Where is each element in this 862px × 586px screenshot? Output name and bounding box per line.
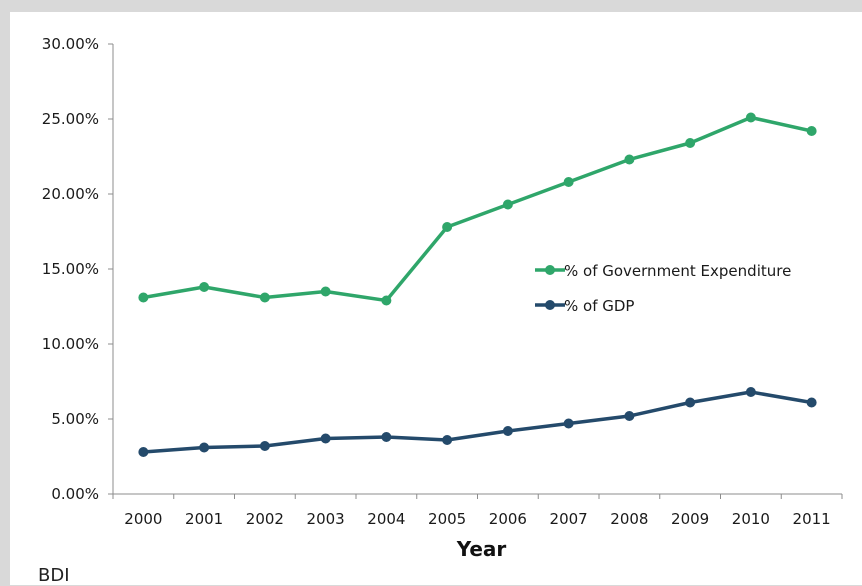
data-point bbox=[259, 441, 270, 451]
y-tick-label: 10.00% bbox=[42, 335, 99, 353]
x-axis-title: Year bbox=[456, 537, 507, 561]
legend-label: % of Government Expenditure bbox=[564, 262, 791, 280]
data-point bbox=[442, 435, 453, 445]
y-tick-label: 0.00% bbox=[51, 485, 99, 503]
x-tick-label: 2006 bbox=[489, 510, 527, 528]
x-tick-label: 2007 bbox=[550, 510, 588, 528]
x-tick-label: 2004 bbox=[367, 510, 405, 528]
x-tick-label: 2002 bbox=[246, 510, 284, 528]
data-point bbox=[685, 138, 696, 148]
x-tick-label: 2001 bbox=[185, 510, 223, 528]
data-point bbox=[624, 154, 635, 165]
data-point bbox=[502, 426, 513, 436]
data-point bbox=[381, 432, 392, 442]
x-tick-label: 2009 bbox=[671, 510, 709, 528]
y-tick-label: 20.00% bbox=[42, 185, 99, 203]
data-point bbox=[502, 199, 513, 210]
data-point bbox=[199, 282, 210, 292]
footer-label: BDI bbox=[38, 565, 70, 586]
y-tick-labels: 0.00% 5.00% 10.00% 15.00% 20.00% 25.00% 30.00% bbox=[42, 35, 113, 503]
data-point bbox=[745, 112, 756, 123]
data-point bbox=[806, 126, 817, 136]
chart-slide: 0.00% 5.00% 10.00% 15.00% 20.00% 25.00% 30.00%… bbox=[10, 12, 862, 586]
data-point bbox=[138, 292, 149, 303]
y-tick-label: 25.00% bbox=[42, 110, 99, 128]
data-point bbox=[806, 397, 817, 408]
data-point bbox=[259, 292, 270, 303]
data-point bbox=[199, 442, 210, 453]
x-tick-label: 2003 bbox=[307, 510, 345, 528]
data-point bbox=[138, 447, 149, 457]
data-point bbox=[563, 177, 574, 187]
data-point bbox=[320, 286, 331, 297]
y-tick-label: 30.00% bbox=[42, 35, 99, 53]
data-point bbox=[745, 387, 756, 397]
y-tick-label: 5.00% bbox=[51, 410, 99, 428]
x-tick-label: 2000 bbox=[124, 510, 162, 528]
x-tick-label: 2008 bbox=[610, 510, 648, 528]
legend-swatch-marker bbox=[545, 300, 555, 310]
y-tick-label: 15.00% bbox=[42, 260, 99, 278]
legend: % of Government Expenditure % of GDP bbox=[535, 262, 791, 315]
line-chart: 0.00% 5.00% 10.00% 15.00% 20.00% 25.00% 30.00%… bbox=[42, 35, 843, 561]
data-point bbox=[685, 397, 696, 408]
x-tick-label: 2011 bbox=[793, 510, 831, 528]
data-point bbox=[320, 433, 331, 444]
x-tick-label: 2005 bbox=[428, 510, 466, 528]
legend-swatch-marker bbox=[545, 265, 555, 275]
x-tick-labels: 2000 2001 2002 2003 2004 2005 2006 2007 2008 2009… bbox=[112, 494, 843, 528]
data-point bbox=[442, 222, 453, 232]
x-tick-label: 2010 bbox=[732, 510, 770, 528]
data-point bbox=[624, 411, 635, 421]
series-lines bbox=[138, 112, 817, 457]
data-point bbox=[563, 418, 574, 429]
legend-label: % of GDP bbox=[564, 297, 634, 315]
data-point bbox=[381, 295, 392, 306]
series-line bbox=[143, 115, 813, 303]
series-line bbox=[143, 390, 812, 454]
